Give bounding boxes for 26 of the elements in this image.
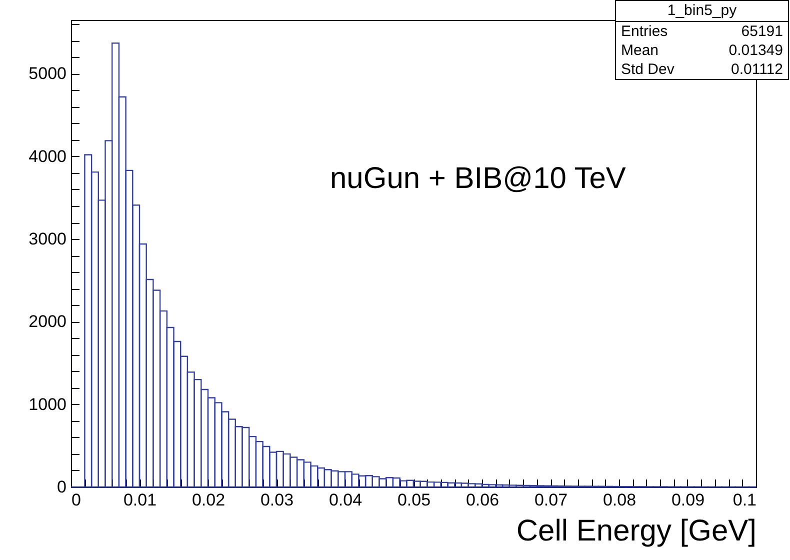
- x-tick-label: 0.08: [602, 490, 636, 510]
- x-tick-label: 0.09: [671, 490, 705, 510]
- annotation: Mean: [621, 42, 659, 59]
- y-tick-label: 5000: [28, 64, 66, 84]
- x-tick-label: 0.02: [192, 490, 226, 510]
- y-tick-label: 4000: [28, 146, 66, 166]
- annotation: 65191: [741, 23, 783, 40]
- x-tick-label: 0.04: [328, 490, 362, 510]
- x-tick-label: 0.06: [466, 490, 500, 510]
- y-tick-label: 2000: [28, 312, 66, 332]
- x-tick-label: 0: [72, 490, 81, 510]
- x-axis-title: Cell Energy [GeV]: [516, 514, 756, 548]
- x-tick-label: 0.05: [397, 490, 431, 510]
- annotation: 0.01349: [728, 42, 783, 59]
- y-tick-label: 3000: [28, 230, 66, 249]
- x-tick-label: 0.1: [732, 490, 756, 510]
- annotation: Entries: [621, 23, 668, 40]
- y-tick-label: 1000: [28, 394, 66, 414]
- x-tick-label: 0.07: [534, 490, 568, 510]
- x-tick-label: 0.01: [123, 490, 157, 510]
- annotation: nuGun + BIB@10 TeV: [330, 162, 626, 196]
- x-tick-label: 0.03: [260, 490, 294, 510]
- annotation: Std Dev: [621, 61, 674, 78]
- annotation: 0.01112: [731, 61, 783, 78]
- y-tick-label: 0: [57, 478, 66, 496]
- text: 1_bin5_py: [616, 1, 788, 22]
